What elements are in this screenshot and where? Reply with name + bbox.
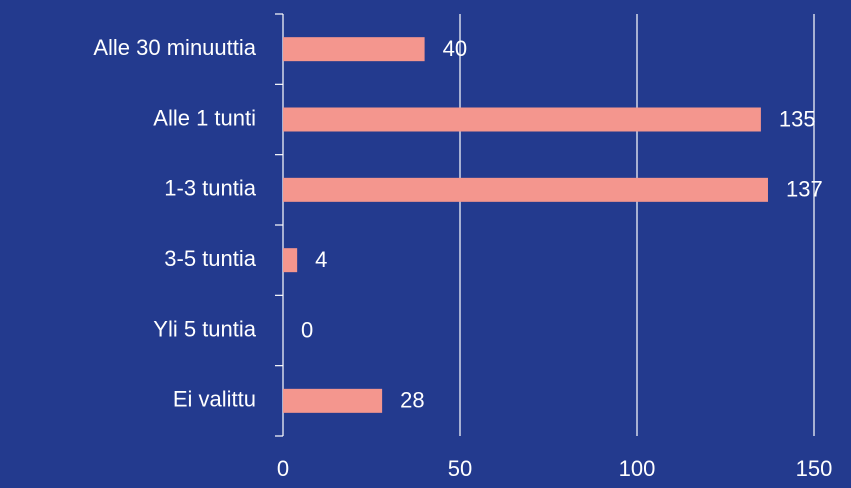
x-tick-label: 100 bbox=[619, 456, 656, 481]
data-label: 137 bbox=[786, 177, 823, 202]
y-tick-label: Ei valittu bbox=[173, 387, 256, 412]
x-tick-label: 150 bbox=[796, 456, 833, 481]
y-tick-label: Alle 30 minuuttia bbox=[93, 35, 256, 60]
bar bbox=[283, 248, 298, 273]
data-label: 40 bbox=[443, 36, 467, 61]
data-label: 28 bbox=[400, 388, 424, 413]
y-tick-label: Alle 1 tunti bbox=[153, 105, 256, 130]
x-tick-label: 0 bbox=[277, 456, 289, 481]
bar bbox=[283, 177, 768, 202]
data-label: 4 bbox=[315, 247, 327, 272]
y-tick-label: 1-3 tuntia bbox=[164, 176, 256, 201]
bar bbox=[283, 107, 761, 132]
data-label: 135 bbox=[779, 106, 816, 131]
y-tick-label: Yli 5 tuntia bbox=[153, 316, 256, 341]
y-tick-label: 3-5 tuntia bbox=[164, 246, 256, 271]
data-label: 0 bbox=[301, 317, 313, 342]
x-tick-label: 50 bbox=[448, 456, 472, 481]
bar bbox=[283, 388, 383, 413]
bar bbox=[283, 37, 425, 62]
